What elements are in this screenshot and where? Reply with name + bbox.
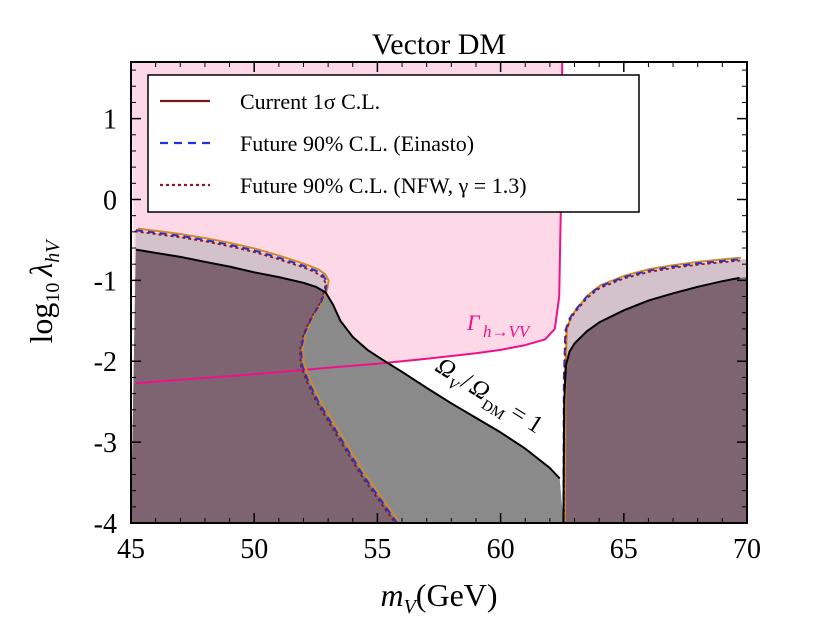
- x-tick-label: 65: [610, 534, 638, 565]
- x-tick-label: 45: [117, 534, 145, 565]
- svg-text:= 1: = 1: [505, 399, 547, 439]
- svg-text:h→VV: h→VV: [483, 322, 532, 341]
- legend-box: [147, 74, 640, 213]
- current-region-right: [563, 277, 747, 523]
- width-bound-label: Γ h→VV: [466, 310, 532, 341]
- y-axis-label: log10λhV: [23, 238, 64, 344]
- y-tick-label: 0: [103, 185, 117, 216]
- legend-label-einasto: Future 90% C.L. (Einasto): [240, 131, 474, 156]
- legend-label-current: Current 1σ C.L.: [240, 89, 380, 114]
- future-nfw-left-line: [134, 230, 397, 523]
- future-outer-left-line: [137, 227, 400, 522]
- y-tick-label: -3: [94, 428, 117, 459]
- legend-label-nfw: Future 90% C.L. (NFW, γ = 1.3): [240, 173, 527, 198]
- x-tick-label: 60: [487, 534, 515, 565]
- y-tick-label: 1: [103, 105, 117, 136]
- axis-ticks: 45 50 55 60 65 70 -4 -3 -2 -1 0 1: [94, 62, 761, 565]
- current-region-left: [131, 249, 398, 523]
- legend: Current 1σ C.L. Future 90% C.L. (Einasto…: [147, 74, 640, 213]
- higgs-width-line: [135, 62, 564, 385]
- x-tick-label: 70: [733, 534, 761, 565]
- relic-density-line: [135, 248, 561, 480]
- y-tick-label: -2: [94, 347, 117, 378]
- x-tick-label: 50: [240, 534, 268, 565]
- svg-text:Γ: Γ: [466, 310, 481, 335]
- y-tick-label: -4: [94, 509, 117, 540]
- future-nfw-right-line: [563, 259, 741, 523]
- chart-title: Vector DM: [372, 28, 506, 61]
- future-einasto-left-line: [135, 229, 398, 523]
- current-right-line: [562, 276, 740, 523]
- plot-frame: [130, 61, 748, 524]
- x-axis-label: mV(GeV): [380, 577, 497, 618]
- x-tick-label: 55: [363, 534, 391, 565]
- y-tick-label: -1: [94, 266, 117, 297]
